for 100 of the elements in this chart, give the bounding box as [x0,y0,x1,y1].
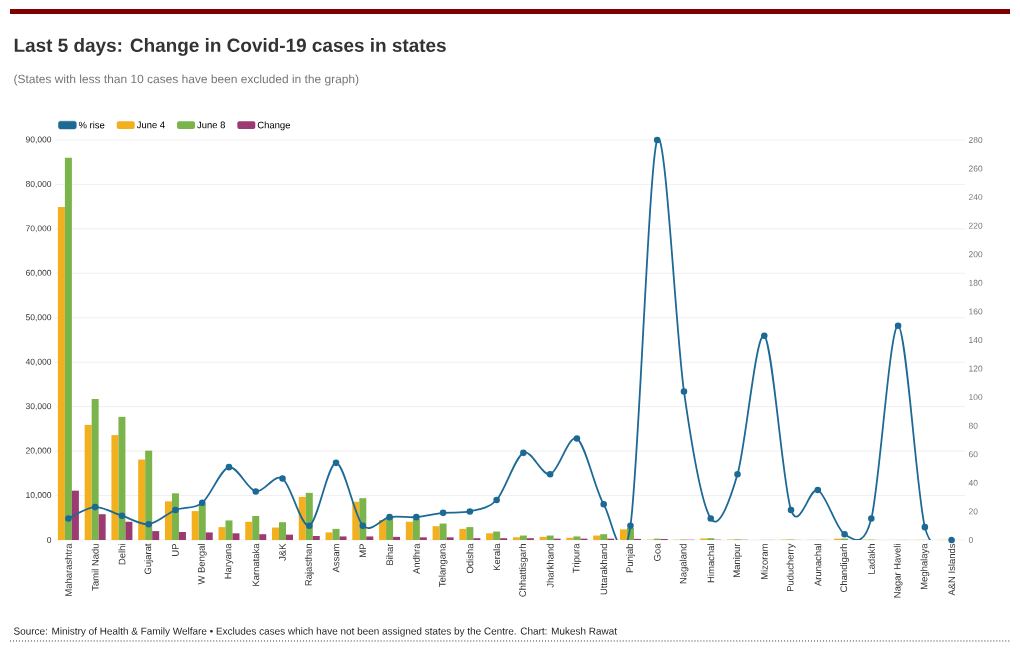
point [653,136,661,144]
y2-tick-label: 240 [968,194,983,201]
x-tick-label: W Bengal [197,544,207,585]
x-tick-label: MP [359,544,367,557]
bar [145,450,153,540]
bar [71,490,79,540]
bar [405,521,413,540]
bar [512,537,520,540]
point [466,508,474,515]
x-tick-label: Odisha [466,543,474,574]
bar [111,435,119,540]
point [198,499,206,507]
y-tick-label: 80,000 [25,180,52,188]
y2-tick-label: 180 [969,279,983,286]
y2-tick-label: 100 [969,394,983,401]
bar [272,527,280,540]
bar [91,399,99,540]
source-note: Source: Ministry of Health & Family Welfare • Excludes cases which have not been assigned states by the Centre. Chart: Mukesh Rawat [13,627,617,637]
legend-label: Change [257,121,291,131]
bar [286,534,294,540]
bar [64,157,72,540]
point [627,522,634,529]
x-tick-label: J&K [279,543,286,561]
point [386,513,393,521]
point [814,486,822,494]
y2-tick-label: 260 [968,165,983,172]
y2-tick-label: 120 [969,365,983,372]
bar [198,503,206,540]
point [118,512,126,519]
bar [259,534,267,540]
bar [339,536,347,540]
y-tick-label: 40,000 [25,358,52,366]
x-tick-label: Uttarakhand [600,544,608,595]
x-tick-label: Chhattisgarh [518,544,528,597]
bar [125,521,133,540]
bar [298,496,306,540]
x-tick-label: Gujarat [144,543,154,575]
point [305,522,313,529]
y2-tick-label: 220 [968,222,983,229]
y2-tick-label: 60 [968,451,978,458]
point [760,332,768,339]
y-tick-label: 20,000 [26,447,52,455]
point [707,515,715,522]
bar [466,527,474,540]
y2-tick-label: 80 [968,422,978,429]
point [279,475,286,482]
legend-label: June 8 [197,121,225,129]
bar [178,531,186,540]
bar [279,522,287,540]
bar [98,514,106,540]
point [600,500,607,508]
x-tick-label: Goa [653,543,661,561]
bar [57,207,65,540]
point [91,503,99,511]
bar [593,535,601,540]
bar [446,537,454,540]
bar [138,459,146,540]
x-tick-label: Telangana [438,543,448,587]
point [172,506,179,514]
bar [332,528,340,540]
y2-tick-label: 200 [968,251,983,258]
y-tick-label: 90,000 [25,136,52,144]
x-tick-label: Jharkhand [546,544,554,588]
y2-tick-label: 280 [968,137,983,143]
bar [325,532,333,540]
x-tick-label: A&N Islands [948,543,956,596]
point [894,322,902,329]
bar [600,534,608,540]
point [225,463,233,471]
bar [164,501,172,540]
x-tick-label: UP [172,544,179,556]
bar [432,526,440,540]
point [332,459,340,467]
point [65,515,72,522]
point [359,522,367,529]
x-tick-label: Punjab [626,543,635,573]
y2-tick-label: 20 [968,508,978,515]
x-tick-label: Ladakh [867,544,875,574]
x-tick-label: Puducherry [786,543,796,592]
chart-title: Last 5 days: Change in Covid-19 cases in states [14,38,446,56]
x-tick-label: Rajasthan [304,544,314,586]
point [520,449,527,457]
bar [439,523,447,540]
point [841,530,848,538]
point [145,520,152,528]
x-tick-label: Himachal [707,544,715,583]
bar [252,515,260,540]
y-tick-label: 30,000 [25,403,52,411]
point [734,470,741,478]
y2-tick-label: 40 [968,479,978,486]
point [546,470,554,478]
bar [225,520,233,540]
bar [412,519,420,540]
x-tick-label: Arunachal [814,544,822,587]
bar [312,535,320,540]
x-tick-label: Kerala [493,543,501,571]
point [493,496,500,504]
x-tick-label: Mizoram [760,544,768,580]
x-tick-label: Meghalaya [920,543,930,590]
x-tick-label: Haryana [224,543,234,579]
